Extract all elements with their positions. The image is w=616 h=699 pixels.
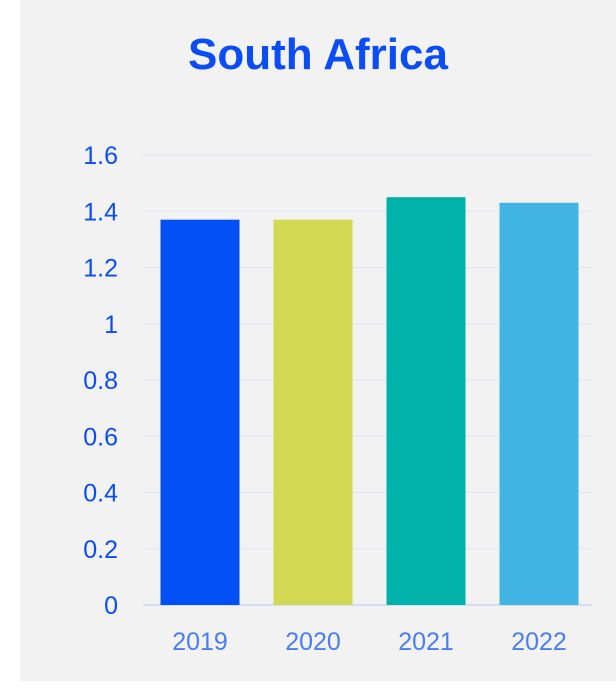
bar-2021 bbox=[386, 197, 466, 605]
bar-2020 bbox=[273, 219, 353, 605]
x-tick-label: 2019 bbox=[172, 628, 228, 656]
x-tick-label: 2021 bbox=[398, 628, 454, 656]
y-tick-label: 1.6 bbox=[83, 142, 118, 170]
y-tick-label: 0.4 bbox=[83, 480, 118, 508]
bar-2019 bbox=[160, 219, 240, 605]
y-tick-label: 0.2 bbox=[83, 536, 118, 564]
y-tick-label: 0.6 bbox=[83, 423, 118, 451]
y-tick-label: 1.2 bbox=[83, 255, 118, 283]
chart-title: South Africa bbox=[188, 30, 448, 79]
bar-2022 bbox=[499, 202, 579, 605]
y-tick-label: 0 bbox=[104, 592, 118, 620]
y-tick-label: 1.4 bbox=[83, 198, 118, 226]
y-tick-label: 1 bbox=[104, 311, 118, 339]
x-tick-label: 2020 bbox=[285, 628, 341, 656]
y-tick-label: 0.8 bbox=[83, 367, 118, 395]
x-tick-label: 2022 bbox=[511, 628, 567, 656]
